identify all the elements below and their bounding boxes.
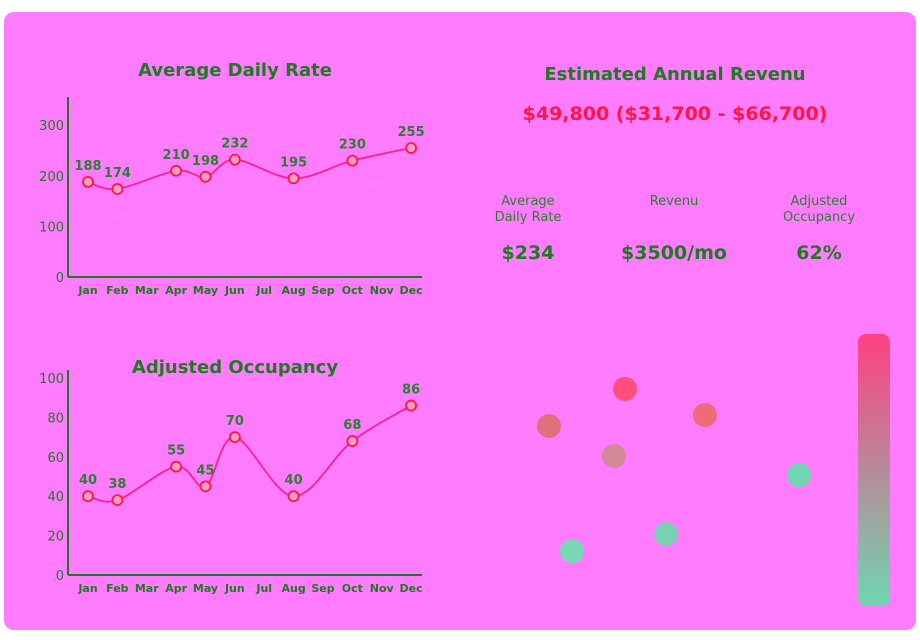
y-tick-label: 60: [47, 451, 64, 466]
data-point: [287, 172, 300, 185]
x-tick-label: Aug: [281, 284, 305, 297]
data-label: 230: [339, 138, 366, 153]
x-tick-label: Oct: [342, 582, 363, 595]
data-label: 232: [221, 137, 248, 152]
data-point: [111, 183, 124, 195]
x-tick-label: Jul: [255, 582, 272, 595]
stat-label: Revenu: [649, 194, 699, 209]
scatter-bubble: [787, 463, 811, 487]
color-scale-legend: [858, 334, 890, 606]
data-point: [170, 164, 183, 177]
data-point: [346, 154, 359, 167]
stat-revenue: Revenu $3500/mo: [604, 194, 744, 264]
y-tick-label: 40: [47, 490, 64, 505]
x-tick-label: Dec: [400, 284, 423, 297]
dashboard-card: [4, 12, 916, 630]
data-point: [82, 175, 94, 188]
x-tick-label: Nov: [370, 582, 395, 595]
data-point: [346, 435, 359, 447]
data-point: [228, 431, 241, 444]
chart-title: Adjusted Occupancy: [132, 357, 338, 378]
stat-label: Average Daily Rate: [494, 194, 562, 225]
y-tick-label: 300: [39, 119, 64, 134]
x-tick-label: Oct: [342, 284, 363, 297]
data-label: 45: [196, 463, 214, 478]
scatter-bubble: [654, 522, 678, 546]
scatter-bubble: [602, 444, 626, 468]
data-point: [287, 490, 300, 503]
y-tick-label: 200: [39, 170, 64, 185]
chart-title: Average Daily Rate: [138, 60, 332, 81]
confidence-band: [84, 175, 412, 218]
data-label: 195: [280, 155, 307, 170]
data-label: 38: [108, 477, 126, 492]
x-tick-label: Apr: [165, 284, 187, 297]
stat-value: $234: [501, 242, 555, 264]
stat-label: Adjusted Occupancy: [782, 194, 856, 225]
data-label: 70: [226, 414, 244, 429]
scatter-bubble: [537, 414, 561, 438]
series-line: [87, 404, 412, 503]
stat-adjusted-occupancy: Adjusted Occupancy 62%: [749, 194, 889, 264]
scatter-bubble: [560, 539, 584, 563]
x-tick-label: Mar: [135, 284, 159, 297]
stat-value: 62%: [796, 242, 842, 264]
x-tick-label: Dec: [400, 582, 423, 595]
x-tick-label: Feb: [106, 284, 129, 297]
stat-value: $3500/mo: [621, 242, 727, 264]
x-tick-label: Feb: [106, 582, 129, 595]
x-tick-label: Jul: [255, 284, 272, 297]
data-label: 198: [192, 154, 219, 169]
y-tick-label: 0: [56, 569, 64, 584]
data-point: [228, 153, 241, 166]
x-tick-label: Jan: [77, 582, 97, 595]
data-point: [405, 142, 417, 154]
x-tick-label: Sep: [311, 582, 334, 595]
data-point: [405, 399, 417, 412]
data-label: 40: [285, 473, 303, 488]
scatter-bubble: [693, 403, 717, 427]
y-tick-label: 100: [39, 220, 64, 235]
data-point: [199, 170, 212, 183]
x-tick-label: Mar: [135, 582, 159, 595]
x-tick-label: Jun: [224, 582, 245, 595]
stat-average-daily-rate: Average Daily Rate $234: [458, 194, 598, 264]
data-point: [82, 490, 94, 503]
x-tick-label: Jan: [77, 284, 97, 297]
estimated-revenue-title: Estimated Annual Revenu: [544, 64, 806, 85]
data-label: 188: [74, 159, 101, 174]
data-label: 174: [104, 166, 131, 181]
data-point: [111, 494, 124, 507]
data-label: 86: [402, 383, 420, 398]
data-label: 68: [343, 418, 361, 433]
x-tick-label: Aug: [281, 582, 305, 595]
y-tick-label: 20: [47, 530, 64, 545]
scatter-bubble: [613, 377, 637, 401]
data-point: [170, 460, 183, 473]
x-tick-label: Nov: [370, 284, 395, 297]
y-tick-label: 100: [39, 372, 64, 387]
confidence-band: [84, 119, 412, 162]
data-label: 255: [398, 125, 425, 140]
estimated-revenue-range: $49,800 ($31,700 - $66,700): [522, 103, 828, 125]
y-tick-label: 80: [47, 411, 64, 426]
x-tick-label: Sep: [311, 284, 334, 297]
x-tick-label: Apr: [165, 582, 187, 595]
x-tick-label: May: [193, 582, 218, 595]
x-tick-label: Jun: [224, 284, 245, 297]
x-tick-label: May: [193, 284, 218, 297]
data-label: 55: [167, 444, 185, 459]
data-point: [199, 480, 212, 493]
data-label: 210: [163, 148, 190, 163]
data-label: 40: [79, 473, 97, 488]
y-tick-label: 0: [56, 271, 64, 286]
